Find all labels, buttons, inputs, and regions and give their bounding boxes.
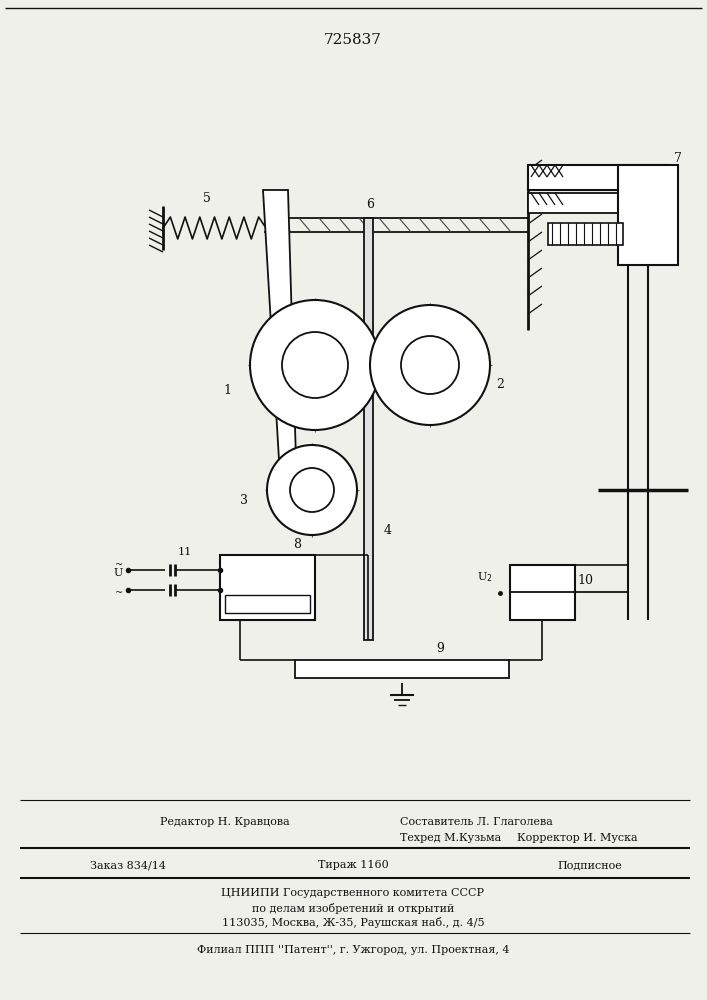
Text: 5: 5	[203, 192, 211, 205]
Text: 725837: 725837	[324, 33, 382, 47]
Circle shape	[370, 305, 490, 425]
Bar	[295, 660, 509, 678]
Polygon shape	[263, 190, 296, 460]
Bar	[220, 555, 315, 620]
Text: 7: 7	[674, 151, 682, 164]
Text: 113035, Москва, Ж-35, Раушская наб., д. 4/5: 113035, Москва, Ж-35, Раушская наб., д. …	[222, 918, 484, 928]
Text: Тираж 1160: Тираж 1160	[317, 860, 388, 870]
Bar	[548, 223, 623, 245]
Bar	[510, 565, 575, 620]
Text: Техред М.Кузьма: Техред М.Кузьма	[400, 833, 501, 843]
Text: 6: 6	[366, 198, 374, 212]
Text: ЦНИИПИ Государственного комитета СССР: ЦНИИПИ Государственного комитета СССР	[221, 888, 484, 898]
Circle shape	[401, 336, 459, 394]
Text: 11: 11	[178, 547, 192, 557]
Circle shape	[290, 468, 334, 512]
Text: Составитель Л. Глаголева: Составитель Л. Глаголева	[400, 817, 553, 827]
Circle shape	[250, 300, 380, 430]
Text: 8: 8	[293, 538, 301, 552]
Bar	[364, 218, 373, 640]
Text: U$_2$: U$_2$	[477, 570, 493, 584]
Text: ~: ~	[115, 560, 123, 570]
Text: Корректор И. Муска: Корректор И. Муска	[510, 833, 638, 843]
Circle shape	[267, 445, 357, 535]
Text: Заказ 834/14: Заказ 834/14	[90, 860, 166, 870]
Text: 9: 9	[436, 642, 444, 654]
Text: ~: ~	[115, 588, 123, 597]
Bar	[618, 165, 678, 265]
Text: 4: 4	[384, 524, 392, 536]
Text: 10: 10	[577, 574, 593, 586]
Bar	[225, 595, 310, 613]
Text: 1: 1	[223, 383, 231, 396]
Text: 2: 2	[496, 378, 504, 391]
Text: 3: 3	[240, 493, 248, 506]
Text: Филиал ППП ''Патент'', г. Ужгород, ул. Проектная, 4: Филиал ППП ''Патент'', г. Ужгород, ул. П…	[197, 945, 509, 955]
Bar	[528, 193, 668, 213]
Circle shape	[282, 332, 348, 398]
Text: Редактор Н. Кравцова: Редактор Н. Кравцова	[160, 817, 290, 827]
Text: U: U	[114, 568, 123, 578]
Text: Подписное: Подписное	[558, 860, 622, 870]
Bar	[528, 165, 668, 190]
Text: по делам изобретений и открытий: по делам изобретений и открытий	[252, 902, 454, 914]
